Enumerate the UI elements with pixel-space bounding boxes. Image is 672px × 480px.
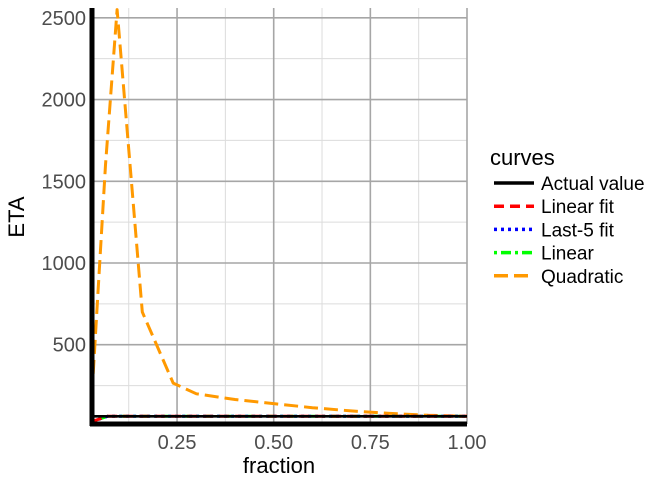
minor-gridlines bbox=[92, 8, 467, 424]
y-tick-label: 2000 bbox=[42, 90, 87, 112]
series-line-quadratic bbox=[90, 8, 468, 418]
axes bbox=[89, 8, 467, 427]
legend-title: curves bbox=[490, 145, 555, 170]
y-tick-label: 1500 bbox=[42, 171, 87, 193]
major-gridlines bbox=[92, 8, 468, 424]
x-tick-label: 1.00 bbox=[448, 432, 487, 454]
tick-labels: 0.25 0.50 0.75 1.00 500 1000 1500 2000 2500 bbox=[42, 8, 487, 454]
y-tick-label: 2500 bbox=[42, 8, 87, 30]
legend-label: Last-5 fit bbox=[541, 220, 615, 241]
legend-label: Quadratic bbox=[541, 267, 623, 288]
y-tick-label: 500 bbox=[53, 335, 86, 357]
x-tick-label: 0.25 bbox=[158, 432, 197, 454]
x-axis-title: fraction bbox=[243, 453, 315, 478]
y-tick-label: 1000 bbox=[42, 253, 87, 275]
x-tick-label: 0.50 bbox=[254, 432, 293, 454]
legend-label: Actual value bbox=[541, 174, 645, 195]
x-tick-label: 0.75 bbox=[351, 432, 390, 454]
legend-label: Linear fit bbox=[541, 197, 615, 218]
y-axis-title: ETA bbox=[4, 196, 29, 237]
legend-label: Linear bbox=[541, 244, 594, 265]
series-lines bbox=[90, 8, 468, 423]
